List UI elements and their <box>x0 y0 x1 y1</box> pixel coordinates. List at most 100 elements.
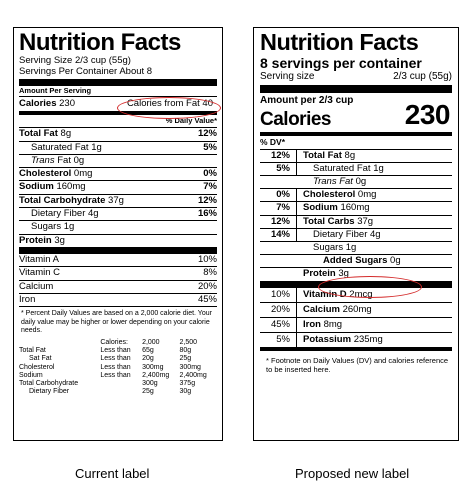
current-calories-value: 230 <box>59 98 75 109</box>
current-reference-cell: 2,000 <box>142 338 160 346</box>
current-reference-cell: 2,400mg <box>179 371 207 379</box>
proposed-nutrient-amount: 4g <box>370 228 381 240</box>
current-nutrient-name: Sodium <box>19 181 54 193</box>
proposed-nutrient-text: Trans Fat 0g <box>297 176 366 188</box>
proposed-nutrient-amount: 37g <box>357 215 374 227</box>
proposed-nutrient-amount: 0mg <box>357 189 377 201</box>
current-reference-cell: 25g <box>142 388 154 396</box>
proposed-nutrient-text: Sodium 160mg <box>297 202 370 214</box>
current-nutrient-list: Total Fat 8g 12% Saturated Fat 1g 5% Trans F… <box>19 127 217 247</box>
current-vitamin-name: Iron <box>19 293 36 305</box>
current-nutrient-row: Total Fat 8g 12% <box>19 127 217 140</box>
current-reference-cell: Total Fat <box>19 347 46 355</box>
divider <box>19 306 217 308</box>
proposed-vitamin-text: Calcium 260mg <box>297 303 372 317</box>
divider <box>19 79 217 86</box>
current-nutrient-text: Total Carbohydrate 37g <box>19 195 124 207</box>
proposed-nutrient-name: Cholesterol <box>303 189 356 201</box>
proposed-nutrient-list: 12% Total Fat 8g 5% Saturated Fat 1g Trans F… <box>260 148 452 281</box>
proposed-vitamin-text: Iron 8mg <box>297 318 342 332</box>
current-vitamin-list: Vitamin A 10% Vitamin C 8% Calcium 20% Iron 45% <box>19 254 217 306</box>
proposed-nutrient-row: Sugars 1g <box>260 240 452 254</box>
current-nutrient-dv: 16% <box>197 208 217 220</box>
proposed-nutrient-amount: 160mg <box>340 202 370 214</box>
proposed-dv-header: % DV* <box>260 136 286 147</box>
divider <box>260 346 452 351</box>
proposed-nutrient-name: Sugars <box>313 241 344 253</box>
divider <box>19 246 217 254</box>
proposed-calories-value: 230 <box>404 98 451 130</box>
proposed-nutrient-dv: 0% <box>260 189 297 202</box>
proposed-nutrient-name: Saturated Fat <box>313 162 371 174</box>
proposed-nutrient-row: 5% Saturated Fat 1g <box>260 161 452 175</box>
proposed-nutrient-row: Trans Fat 0g <box>260 174 452 188</box>
current-vitamin-dv: 20% <box>197 280 217 292</box>
proposed-nutrient-row: Protein 3g <box>260 267 452 280</box>
proposed-label-caption: Proposed new label <box>295 466 410 481</box>
proposed-vitamin-dv: 5% <box>260 332 297 347</box>
current-reference-cell: 300mg <box>142 363 164 371</box>
proposed-nutrient-text: Sugars 1g <box>297 242 356 254</box>
proposed-servings: 8 servings per container <box>260 54 422 71</box>
current-reference-cell: 80g <box>179 347 192 355</box>
proposed-nutrient-name: Trans Fat <box>313 175 353 187</box>
current-nutrient-row: Sugars 1g <box>19 220 217 233</box>
current-vitamin-name: Vitamin C <box>19 267 61 279</box>
divider <box>19 111 217 115</box>
current-reference-cell: 30g <box>179 388 192 396</box>
proposed-amount-per: Amount per 2/3 cup <box>260 94 354 106</box>
proposed-nutrient-row: Added Sugars 0g <box>260 254 452 267</box>
current-calories-label: Calories <box>19 98 57 109</box>
proposed-nutrient-name: Sodium <box>303 202 338 214</box>
current-nutrient-text: Protein 3g <box>19 235 65 247</box>
current-nutrient-amount: Fat 0g <box>57 154 85 166</box>
current-nutrient-row: Dietary Fiber 4g 16% <box>19 207 217 220</box>
proposed-nutrient-row: 12% Total Carbs 37g <box>260 214 452 228</box>
current-reference-cell: Less than <box>100 363 131 371</box>
proposed-calories-label: Calories <box>260 108 331 130</box>
current-reference-cell <box>19 339 100 347</box>
current-reference-cell: 300g <box>142 379 158 387</box>
current-reference-cell: Less than <box>100 371 131 379</box>
proposed-nutrient-row: 7% Sodium 160mg <box>260 201 452 215</box>
current-nutrient-amount: 1g <box>63 221 75 233</box>
current-nutrient-amount: 1g <box>91 141 102 153</box>
proposed-vitamin-amount: 8mg <box>323 318 343 330</box>
current-reference-cell <box>100 388 142 396</box>
current-nutrient-dv: 7% <box>203 181 217 193</box>
proposed-nutrient-name: Dietary Fiber <box>313 228 368 240</box>
current-vitamin-row: Vitamin C 8% <box>19 266 217 279</box>
divider <box>260 84 452 93</box>
current-nutrient-amount: 0mg <box>73 168 93 180</box>
current-reference-cell: Calories: <box>100 338 128 346</box>
current-nutrient-name: Sugars <box>31 221 62 233</box>
current-nutrient-row: Saturated Fat 1g 5% <box>19 140 217 154</box>
current-nutrient-amount: 8g <box>60 128 72 140</box>
proposed-nutrient-text: Added Sugars 0g <box>297 255 401 267</box>
current-vitamin-row: Calcium 20% <box>19 279 217 293</box>
proposed-nutrient-amount: 3g <box>338 268 349 280</box>
proposed-vitamin-row: 45% Iron 8mg <box>260 316 452 332</box>
proposed-nutrient-dv: 7% <box>260 202 297 215</box>
proposed-vitamin-amount: 260mg <box>342 303 372 315</box>
proposed-nutrient-row: 14% Dietary Fiber 4g <box>260 227 452 241</box>
proposed-nutrient-text: Protein 3g <box>297 268 349 280</box>
proposed-nutrient-amount: 0g <box>355 175 367 187</box>
current-nutrient-text: Sugars 1g <box>31 221 74 233</box>
current-reference-cell <box>100 380 142 388</box>
current-reference-cell: Cholesterol <box>19 363 55 371</box>
current-nutrient-row: Cholesterol 0mg 0% <box>19 167 217 180</box>
proposed-nutrient-amount: 1g <box>345 241 357 253</box>
current-label-caption: Current label <box>75 466 150 481</box>
current-nutrient-amount: 37g <box>108 194 124 206</box>
proposed-serving-size-label: Serving size <box>260 70 315 82</box>
proposed-serving-size-row: Serving size 2/3 cup (55g) <box>260 71 452 83</box>
proposed-nutrient-name: Added Sugars <box>323 255 388 267</box>
current-vitamin-dv: 8% <box>203 267 217 279</box>
current-nutrient-amount: 4g <box>88 208 99 220</box>
proposed-nutrient-name: Total Carbs <box>303 215 355 227</box>
proposed-vitamin-name: Potassium <box>303 333 352 345</box>
current-nutrient-name: Dietary Fiber <box>31 208 86 220</box>
proposed-vitamin-name: Iron <box>303 318 321 330</box>
proposed-vitamin-name: Vitamin D <box>303 288 347 300</box>
